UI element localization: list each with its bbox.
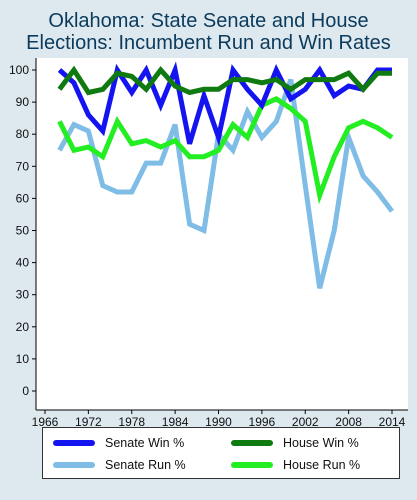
chart-title-line-1: Oklahoma: State Senate and House xyxy=(48,10,369,32)
legend-item-house-win: House Win % xyxy=(231,436,359,450)
y-tick-label: 50 xyxy=(16,224,30,238)
legend-label-house-win: House Win % xyxy=(283,436,359,450)
y-tick-label: 80 xyxy=(16,127,30,141)
y-tick-label: 0 xyxy=(22,384,29,398)
legend-swatch-house-run xyxy=(231,462,273,468)
y-tick-label: 20 xyxy=(16,320,30,334)
x-tick-label: 2002 xyxy=(292,415,319,429)
x-tick-label: 1984 xyxy=(162,415,189,429)
legend-label-house-run: House Run % xyxy=(283,458,361,472)
series-line-senate-win xyxy=(57,61,392,147)
legend: Senate Win % House Win % Senate Run % Ho… xyxy=(42,427,400,479)
x-tick-label: 2014 xyxy=(379,415,406,429)
legend-item-senate-win: Senate Win % xyxy=(53,436,184,450)
y-tick-label: 70 xyxy=(16,159,30,173)
x-tick-label: 1996 xyxy=(249,415,276,429)
legend-item-senate-run: Senate Run % xyxy=(53,458,186,472)
chart-title: Oklahoma: State Senate and House Electio… xyxy=(0,10,417,54)
legend-item-house-run: House Run % xyxy=(231,458,360,472)
y-tick-label: 10 xyxy=(16,352,30,366)
axes: 0 10 20 30 40 50 60 70 80 90 100 1966 1972 1978 1984 19… xyxy=(9,58,408,429)
y-tick-label: 100 xyxy=(9,63,29,77)
legend-swatch-senate-win xyxy=(53,440,95,446)
x-tick-label: 1990 xyxy=(205,415,232,429)
x-tick-label: 2008 xyxy=(335,415,362,429)
legend-label-senate-win: Senate Win % xyxy=(105,436,185,450)
chart-title-line-2: Elections: Incumbent Run and Win Rates xyxy=(26,32,391,54)
legend-label-senate-run: Senate Run % xyxy=(105,458,186,472)
x-tick-label: 1966 xyxy=(32,415,59,429)
legend-swatch-house-win xyxy=(231,440,273,446)
y-tick-label: 60 xyxy=(16,191,30,205)
series-line-house-run xyxy=(57,96,394,205)
y-tick-label: 40 xyxy=(16,256,30,270)
legend-swatch-senate-run xyxy=(53,462,95,468)
series-line-house-win xyxy=(57,65,392,96)
y-tick-label: 30 xyxy=(16,288,30,302)
series-lines xyxy=(57,61,394,289)
x-tick-label: 1978 xyxy=(118,415,145,429)
x-tick-label: 1972 xyxy=(75,415,102,429)
y-tick-label: 90 xyxy=(16,95,30,109)
